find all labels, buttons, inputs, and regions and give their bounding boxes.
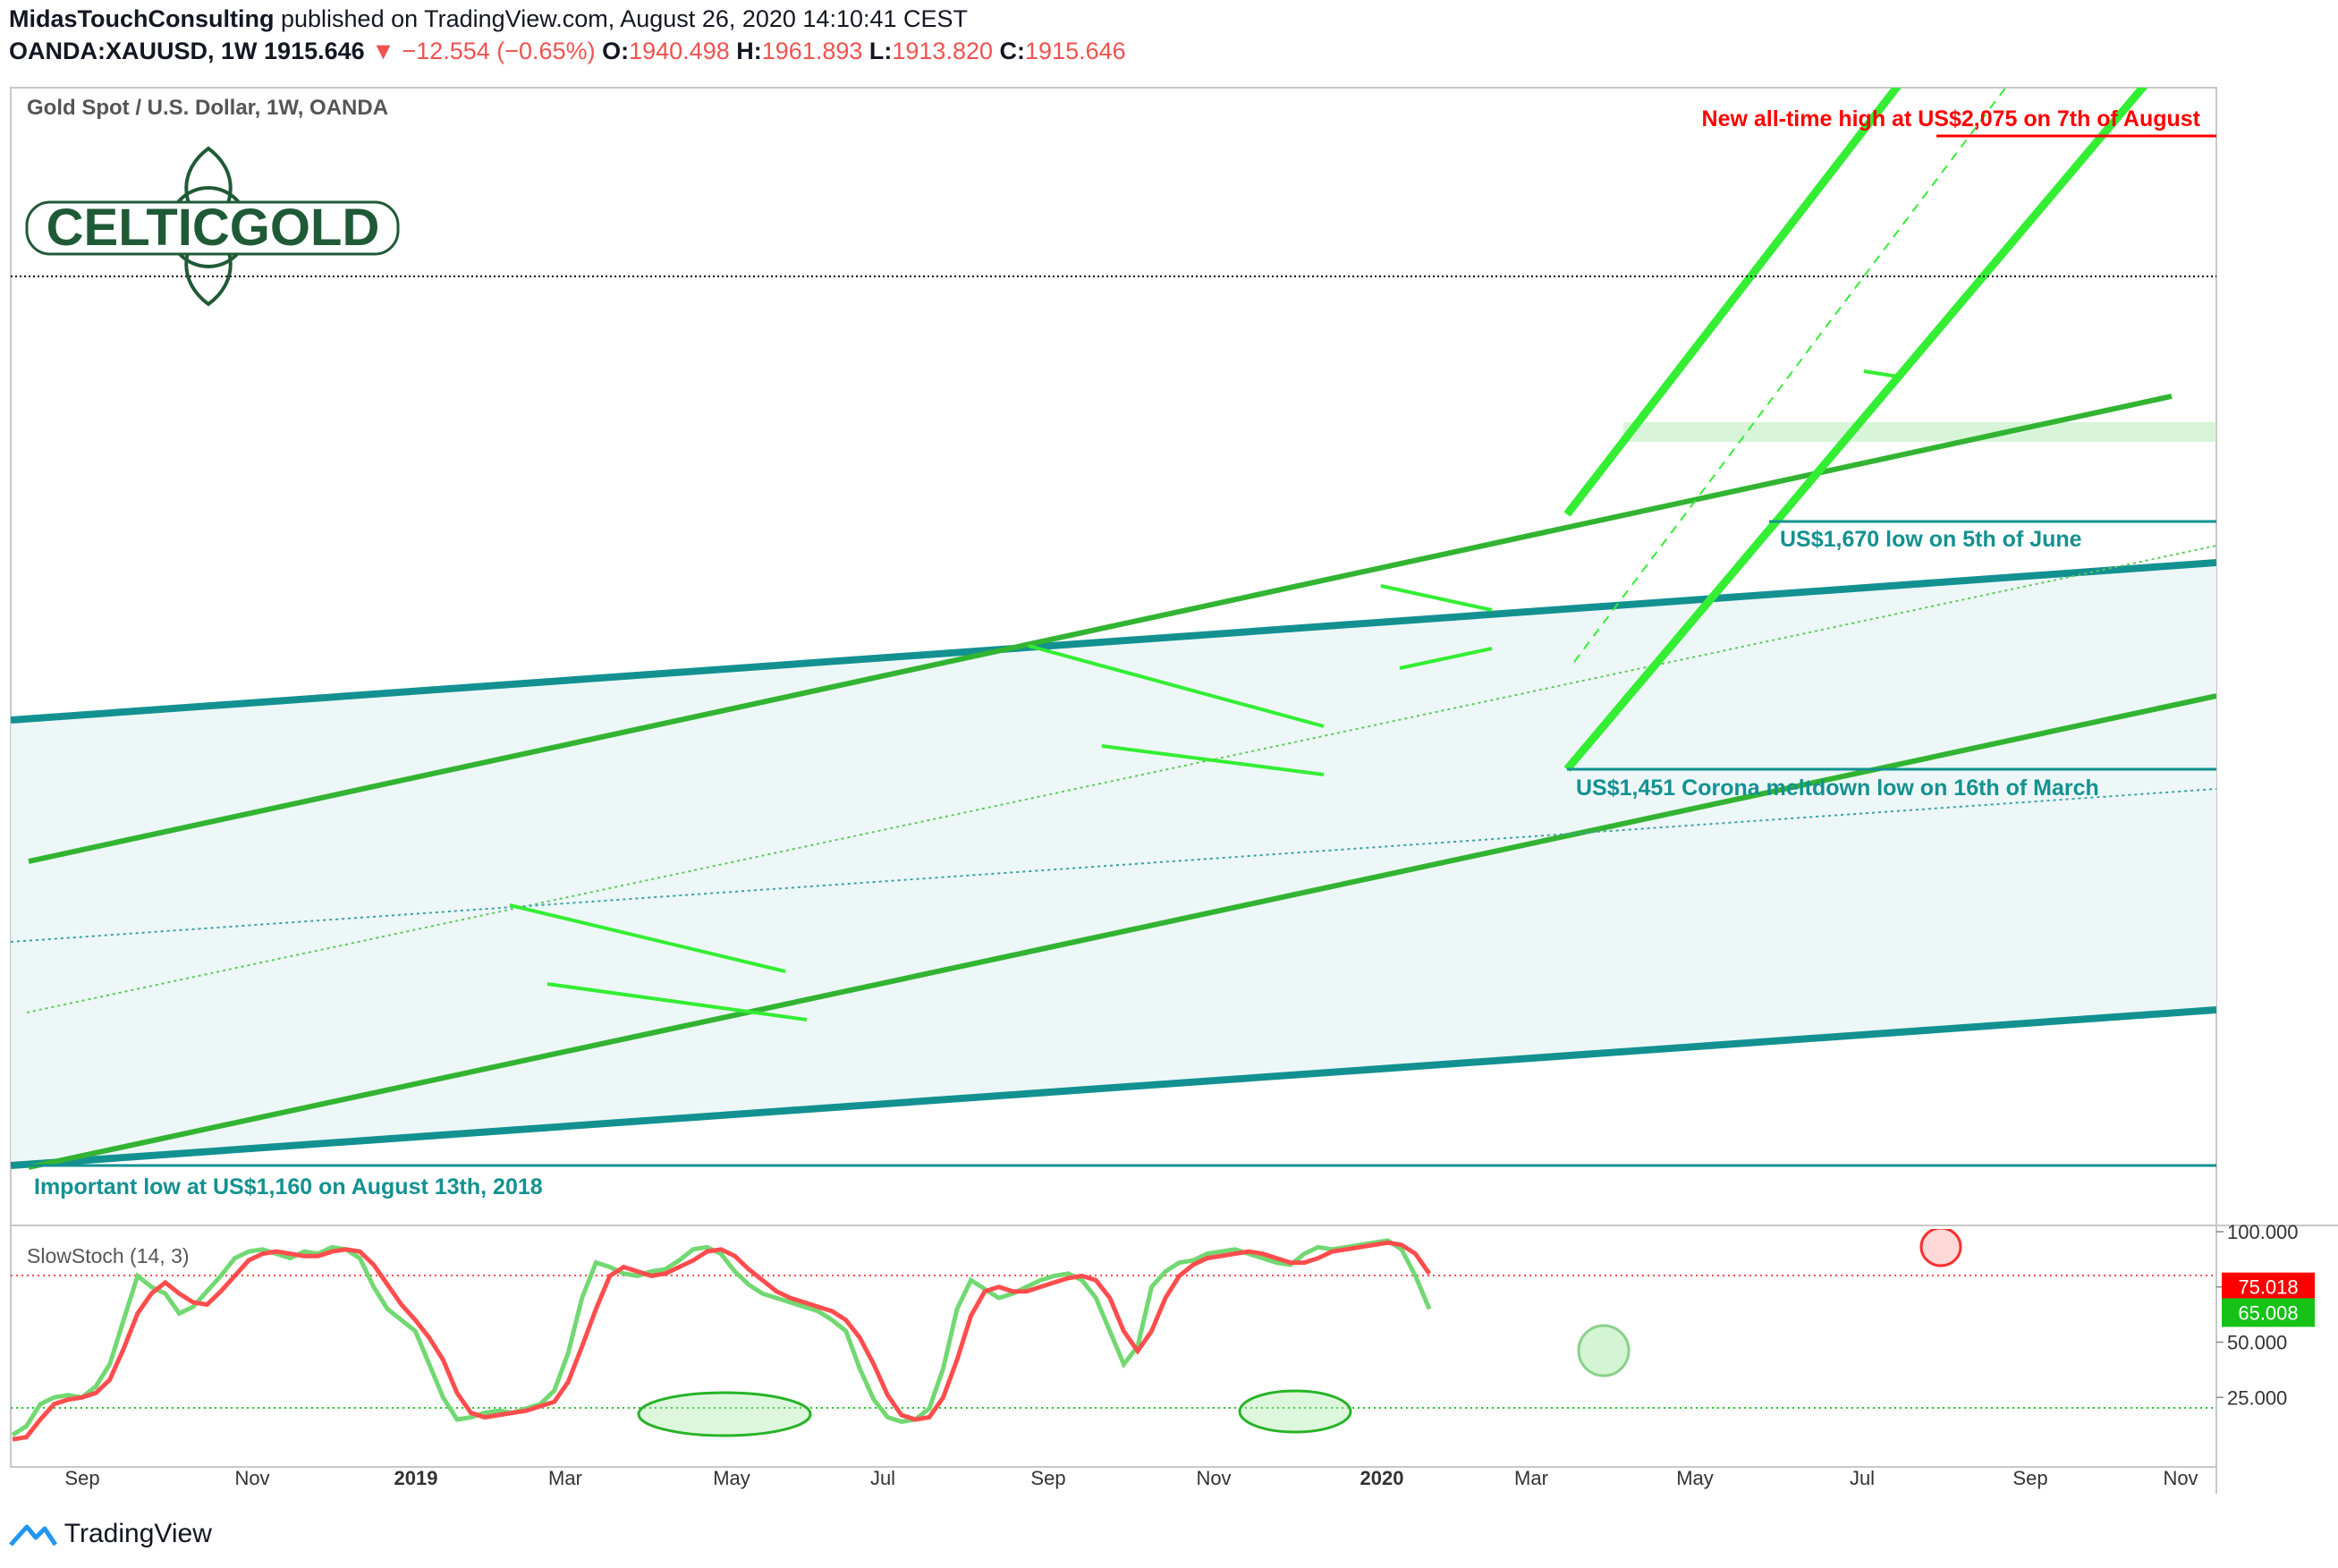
stoch-tick-label: 25.000 bbox=[2227, 1386, 2287, 1409]
time-label: Sep bbox=[1030, 1467, 1065, 1489]
stoch-title: SlowStoch (14, 3) bbox=[27, 1244, 190, 1267]
low-label: L: bbox=[868, 38, 893, 64]
stoch-badge bbox=[2222, 1298, 2315, 1327]
legend-title: Gold Spot / U.S. Dollar, 1W, OANDA bbox=[27, 96, 388, 120]
logo-text: CELTICGOLD bbox=[47, 199, 380, 257]
time-label: Sep bbox=[64, 1467, 99, 1489]
price-change: −12.554 (−0.65%) bbox=[402, 38, 596, 64]
flag-feb2020-lower bbox=[1399, 647, 1493, 670]
annotation-march-low: US$1,451 Corona meltdown low on 16th of … bbox=[1576, 776, 2099, 801]
stoch-d-line bbox=[12, 1240, 1432, 1442]
green-channel-lower bbox=[28, 693, 2216, 1170]
stoch-oversold-ellipse-may2019 bbox=[637, 1391, 812, 1437]
time-label: Nov bbox=[234, 1467, 269, 1489]
time-label: Mar bbox=[548, 1467, 582, 1489]
publisher-name[interactable]: MidasTouchConsulting bbox=[9, 5, 275, 32]
steep-channel-lower bbox=[1563, 88, 2148, 772]
celticgold-logo: CELTICGOLD bbox=[25, 146, 400, 307]
stoch-tick-label: 100.000 bbox=[2227, 1221, 2299, 1243]
tradingview-brand[interactable]: TradingView bbox=[9, 1519, 212, 1549]
low-value: 1913.820 bbox=[892, 38, 993, 64]
price-axis: 2100.0002000.0001840.0001760.0001670.438… bbox=[2216, 1221, 2315, 1409]
teal-channel-upper bbox=[11, 559, 2216, 724]
time-label: Jul bbox=[1850, 1467, 1875, 1489]
open-value: 1940.498 bbox=[629, 38, 730, 64]
high-value: 1961.893 bbox=[761, 38, 863, 64]
time-label: Mar bbox=[1514, 1467, 1548, 1489]
tradingview-logo-icon bbox=[9, 1524, 58, 1547]
channel-fill bbox=[11, 563, 2216, 1165]
dashed-midline bbox=[1573, 88, 2007, 663]
down-arrow-icon: ▼ bbox=[371, 38, 395, 64]
publish-line: MidasTouchConsulting published on Tradin… bbox=[9, 5, 968, 33]
stoch-oversold-ellipse-nov2019 bbox=[1238, 1389, 1352, 1434]
time-axis: Sep Nov 2019 Mar May Jul Sep Nov 2020 Mar May Jul Se… bbox=[64, 1467, 2198, 1489]
close-label: C: bbox=[999, 38, 1026, 64]
close-value: 1915.646 bbox=[1025, 38, 1126, 64]
pennant-2019-lower bbox=[546, 982, 808, 1021]
stoch-circle-mar2020 bbox=[1577, 1324, 1631, 1377]
flag-sep2019-upper bbox=[1028, 644, 1325, 728]
annotation-ath: New all-time high at US$2,075 on 7th of … bbox=[1702, 106, 2201, 131]
stoch-badge-label: 65.008 bbox=[2238, 1301, 2298, 1324]
flag-sep2019-lower bbox=[1101, 744, 1325, 776]
resistance-zone bbox=[1623, 422, 2216, 442]
published-text: published on TradingView.com, August 26,… bbox=[281, 5, 969, 32]
steep-channel-upper bbox=[1563, 88, 1902, 517]
annotation-aug2018-low: Important low at US$1,160 on August 13th… bbox=[34, 1174, 543, 1199]
time-label: Nov bbox=[2163, 1467, 2198, 1489]
time-label: 2019 bbox=[394, 1467, 438, 1489]
flag-jul2020 bbox=[1863, 369, 1899, 378]
time-label: May bbox=[1676, 1467, 1714, 1489]
stoch-circle-aug2020 bbox=[1919, 1229, 1962, 1267]
stoch-tick-label: 50.000 bbox=[2227, 1332, 2287, 1354]
tradingview-label: TradingView bbox=[64, 1519, 212, 1548]
time-label: 2020 bbox=[1360, 1467, 1404, 1489]
symbol-line: OANDA:XAUUSD, 1W 1915.646 ▼ −12.554 (−0.… bbox=[9, 38, 1126, 65]
teal-channel-lower bbox=[11, 1006, 2216, 1169]
stoch-k-line bbox=[11, 1238, 1432, 1437]
time-label: Sep bbox=[2012, 1467, 2047, 1489]
annotation-june-low: US$1,670 low on 5th of June bbox=[1780, 527, 2082, 552]
high-label: H: bbox=[736, 38, 762, 64]
stoch-badge-label: 75.018 bbox=[2238, 1276, 2298, 1299]
open-label: O: bbox=[602, 38, 630, 64]
time-label: Nov bbox=[1196, 1467, 1231, 1489]
symbol-name[interactable]: OANDA:XAUUSD, 1W bbox=[9, 38, 258, 64]
flag-feb2020-upper bbox=[1380, 584, 1493, 612]
time-label: Jul bbox=[870, 1467, 895, 1489]
time-label: May bbox=[713, 1467, 750, 1489]
last-price: 1915.646 bbox=[264, 38, 365, 64]
pennant-2019-upper bbox=[509, 903, 786, 973]
dotted-trend-teal bbox=[11, 788, 2216, 943]
stoch-badge bbox=[2222, 1272, 2315, 1301]
